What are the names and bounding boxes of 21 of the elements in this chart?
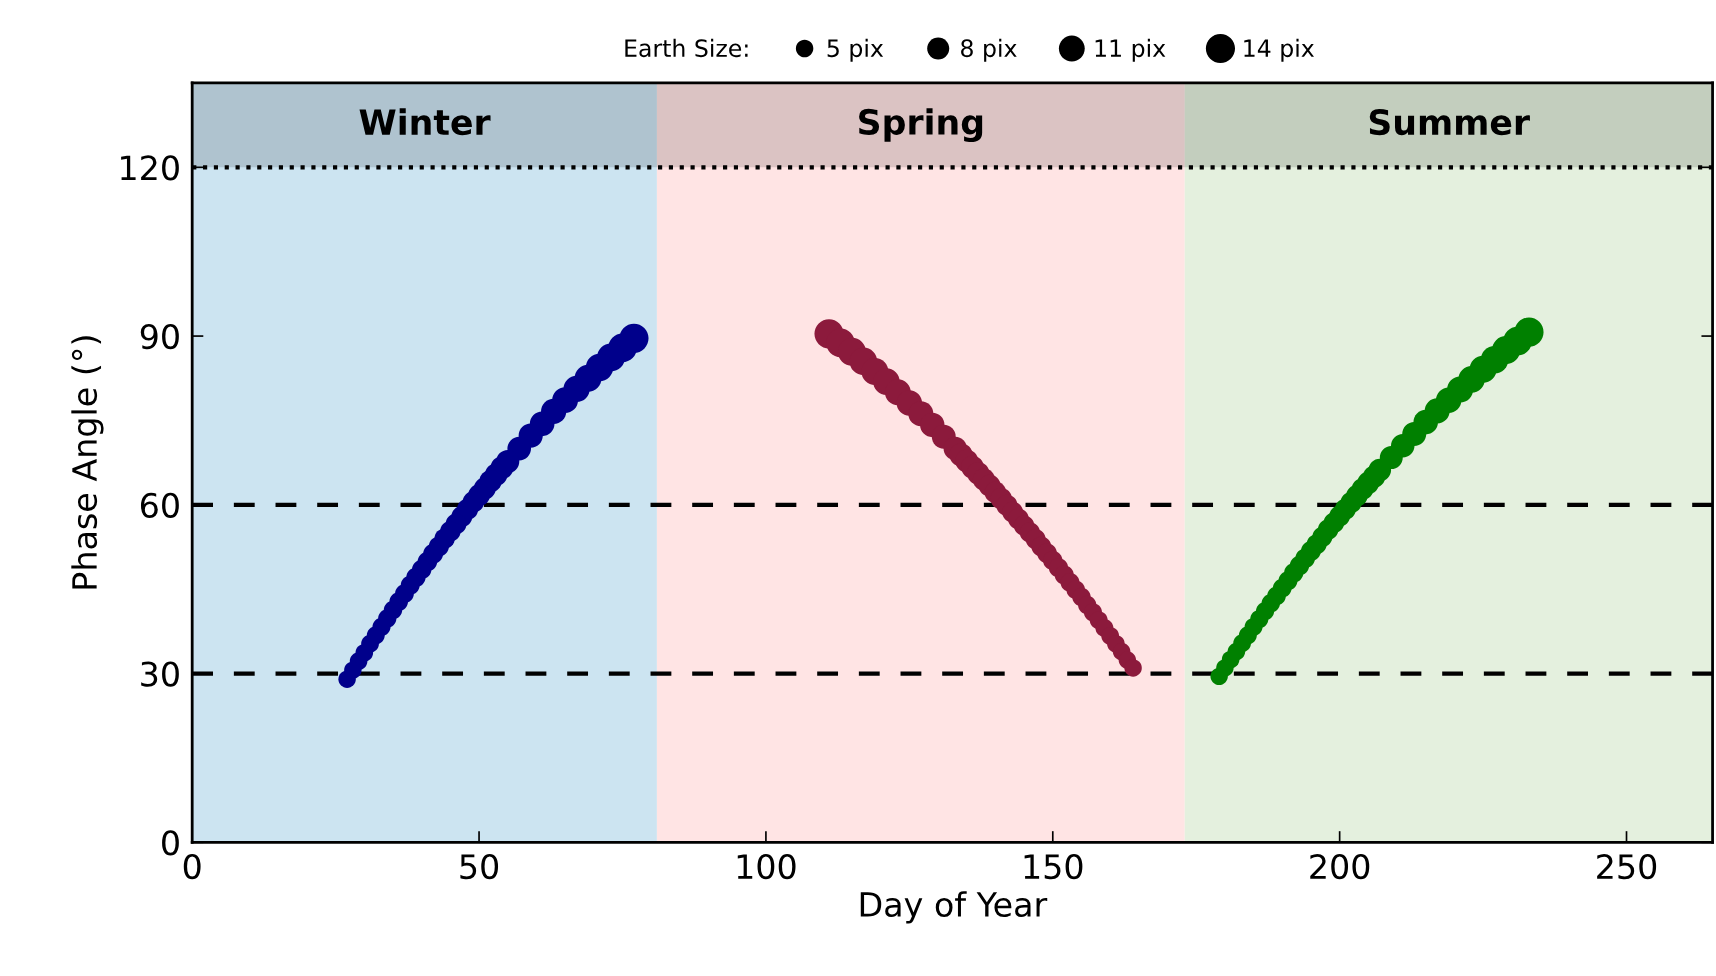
y-tick-label: 90 [140, 323, 179, 350]
x-tick-label: 200 [1310, 853, 1370, 880]
x-tick-label: 150 [1024, 853, 1083, 880]
legend-label: 14 pix [1244, 38, 1314, 62]
x-axis-title: Day of Year [860, 891, 1048, 924]
x-tick-label: 250 [1597, 853, 1657, 880]
band-label: Winter [359, 108, 491, 136]
y-tick-label: 120 [121, 155, 179, 181]
band-label: Spring [859, 108, 983, 143]
legend-label: 8 pix [961, 38, 1017, 62]
y-tick-label: 0 [162, 830, 179, 856]
band-label: Summer [1369, 108, 1530, 136]
y-tick-label: 30 [141, 661, 179, 687]
legend-label: 5 pix [827, 38, 884, 62]
x-tick-label: 100 [737, 853, 796, 880]
legend-title: Earth Size: [625, 38, 748, 58]
x-tick-label: 50 [460, 853, 499, 880]
y-axis-title: Phase Angle (°) [71, 336, 104, 589]
y-tick-label: 60 [140, 492, 179, 518]
legend-label: 11 pix [1095, 38, 1166, 62]
x-tick-label: 0 [183, 853, 201, 880]
